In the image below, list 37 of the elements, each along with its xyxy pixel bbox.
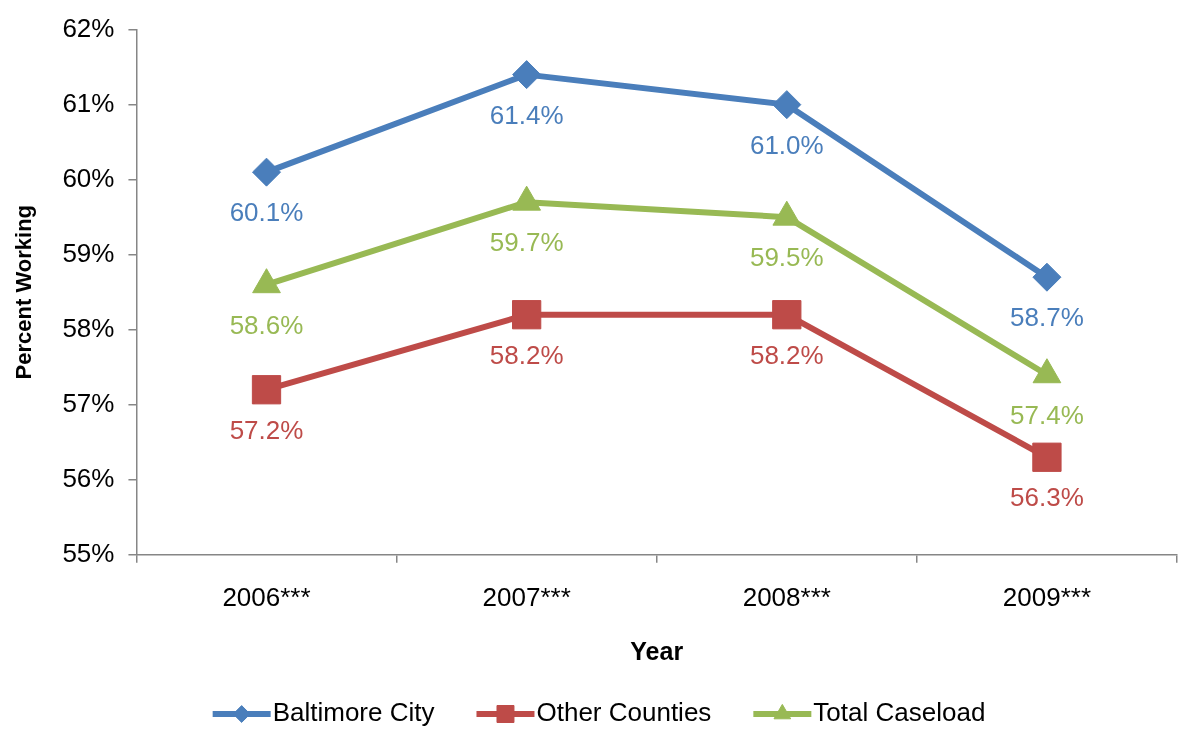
x-axis-title: Year [630, 636, 684, 665]
data-label: 61.0% [749, 129, 824, 160]
data-label: 59.5% [749, 242, 824, 273]
data-label: 57.4% [1010, 399, 1084, 430]
point [1032, 262, 1062, 292]
legend-label: Baltimore City [272, 697, 435, 728]
data-label: 58.7% [1010, 302, 1084, 333]
y-tick-label: 56% [62, 462, 115, 493]
point [512, 300, 542, 330]
x-tick-label: 2007*** [482, 581, 571, 612]
point [252, 157, 282, 187]
point [251, 375, 282, 405]
y-tick-label: 55% [62, 537, 115, 568]
data-label: 58.6% [229, 309, 304, 340]
data-label: 61.4% [489, 99, 564, 130]
y-tick-label: 57% [62, 387, 115, 418]
x-tick-label: 2009*** [1002, 581, 1092, 612]
y-axis-title: Percent Working [11, 204, 37, 380]
data-label: 59.7% [489, 227, 564, 258]
y-tick-label: 59% [62, 237, 115, 268]
point [772, 90, 802, 120]
legend-label: Other Counties [536, 697, 712, 728]
data-label: 60.1% [229, 197, 304, 228]
y-tick-label: 62% [62, 12, 115, 43]
data-label: 58.2% [749, 339, 824, 370]
y-tick-label: 60% [62, 162, 115, 193]
y-tick-label: 61% [62, 87, 115, 118]
y-tick-label: 58% [62, 312, 115, 343]
legend-label: Total Caseload [813, 697, 986, 728]
data-label: 58.2% [489, 339, 564, 370]
x-tick-label: 2008*** [742, 581, 831, 612]
data-label: 56.3% [1010, 482, 1084, 513]
point [512, 60, 542, 90]
point [772, 300, 802, 330]
x-tick-label: 2006*** [222, 581, 311, 612]
data-label: 57.2% [229, 414, 304, 445]
point [1032, 442, 1062, 472]
